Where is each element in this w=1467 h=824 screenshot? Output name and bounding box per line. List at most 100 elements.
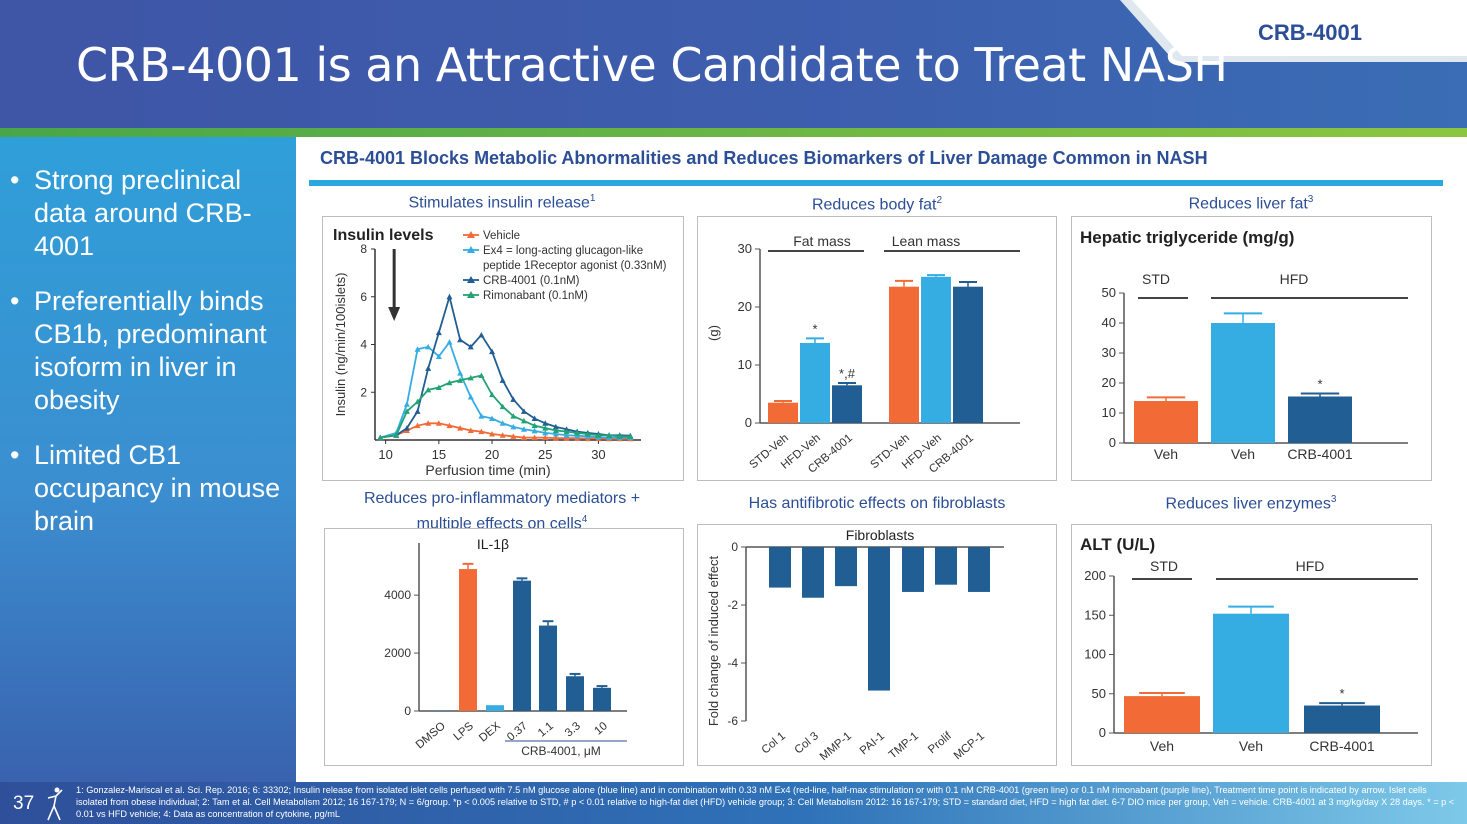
- bar: [769, 547, 791, 588]
- data-point: [520, 408, 527, 414]
- group-label: STD: [1150, 558, 1178, 574]
- alt-chart-panel: 0 50 100 150 200 Veh Veh * CRB-4001 ALT (U/L) STD H…: [1071, 524, 1432, 766]
- data-point: [542, 425, 549, 431]
- group-label: Fat mass: [793, 233, 851, 249]
- data-point: [467, 374, 474, 381]
- category-label: 1.1: [536, 720, 556, 739]
- data-point: [563, 432, 570, 438]
- data-point: [478, 372, 485, 379]
- chart-title: ALT (U/L): [1080, 535, 1155, 554]
- person-logo-icon: [47, 787, 63, 821]
- bar: [539, 625, 557, 711]
- y-tick-label: 0: [1109, 435, 1116, 450]
- data-point: [563, 435, 570, 441]
- data-point: [467, 343, 474, 350]
- chart-title: Hepatic triglyceride (mg/g): [1080, 228, 1294, 247]
- y-tick-label: 200: [1084, 568, 1106, 583]
- chart-title: Insulin levels: [333, 227, 434, 244]
- group-label: Lean mass: [892, 233, 960, 249]
- bar: [935, 547, 957, 585]
- x-tick-label: 30: [591, 447, 605, 462]
- slide-footer: [0, 782, 1467, 824]
- bar: [1124, 696, 1200, 733]
- il1b-bar-chart: 0 2000 4000 DMSO LPS DEX 0.37 1.1 3.3 10 IL-1β CRB-…: [384, 536, 627, 758]
- bar: [802, 547, 824, 598]
- data-point: [520, 426, 527, 432]
- insulin-line-chart: 2 4 6 8 10 15 20 25 30 Perfusion time (min) Insuli…: [333, 227, 667, 478]
- x-tick-label: 20: [485, 447, 499, 462]
- legend-marker: [467, 231, 475, 238]
- subheader-underline: [309, 180, 1443, 186]
- panel-title-insulin: Stimulates insulin release1: [408, 193, 596, 212]
- liverfat-bar-chart: 0 10 20 30 40 50 Veh Veh * CRB-4001 Hepatic trigly…: [1080, 228, 1408, 462]
- bullet-list: Strong preclinical data around CRB-4001 …: [10, 164, 290, 560]
- footnote: 1: Gonzalez-Mariscal et al. Sci. Rep. 20…: [76, 785, 1455, 819]
- category-label: 0.37: [505, 720, 530, 744]
- y-tick-label: 100: [1084, 647, 1106, 662]
- legend-label: Rimonabant (0.1nM): [483, 290, 588, 302]
- bullet-item: Preferentially binds CB1b, predominant i…: [10, 285, 290, 417]
- tag-box: [1120, 0, 1467, 62]
- bar: [1211, 323, 1275, 443]
- data-point: [499, 420, 506, 426]
- il1b-chart-panel: 0 2000 4000 DMSO LPS DEX 0.37 1.1 3.3 10 IL-1β CRB-…: [324, 528, 684, 766]
- y-tick-label: 10: [738, 357, 752, 372]
- y-tick-label: 2000: [384, 646, 411, 660]
- y-axis-label: (g): [706, 325, 721, 341]
- data-point: [467, 427, 474, 433]
- series-line: [380, 293, 631, 439]
- x-axis-label: Perfusion time (min): [425, 462, 550, 478]
- category-label: PAI-1: [858, 730, 887, 757]
- data-point: [499, 432, 506, 438]
- data-point: [425, 343, 432, 350]
- category-label: Col 3: [793, 730, 821, 756]
- x-tick-label: 15: [432, 447, 446, 462]
- panel-title-fibro: Has antifibrotic effects on fibroblasts: [748, 495, 1006, 512]
- bar: [968, 547, 990, 592]
- data-point: [542, 429, 549, 436]
- bar: [1304, 705, 1380, 733]
- bar: [768, 402, 798, 423]
- significance-marker: *: [1317, 377, 1322, 392]
- bar: [593, 687, 611, 711]
- category-label: Col 1: [760, 730, 788, 756]
- header-accent-strip: [0, 128, 1467, 137]
- data-point: [499, 377, 506, 383]
- section-subheader: CRB-4001 Blocks Metabolic Abnormalities …: [320, 148, 1208, 168]
- group-label: HFD: [1296, 558, 1325, 574]
- data-point: [393, 432, 400, 438]
- data-point: [446, 422, 453, 429]
- category-label: LPS: [452, 720, 477, 743]
- data-point: [457, 377, 464, 383]
- category-label: Veh: [1150, 738, 1174, 754]
- x-tick-label: 10: [378, 447, 392, 462]
- y-tick-label: 10: [1102, 405, 1116, 420]
- y-tick-label: 40: [1102, 315, 1116, 330]
- significance-marker: *: [812, 321, 817, 336]
- data-point: [414, 422, 421, 429]
- data-point: [467, 394, 474, 400]
- data-point: [510, 433, 517, 439]
- bar: [566, 676, 584, 711]
- category-label: CRB-4001: [1287, 446, 1353, 462]
- bar: [486, 705, 504, 711]
- category-label: Veh: [1231, 446, 1255, 462]
- y-tick-label: 0: [731, 540, 738, 554]
- data-point: [510, 396, 517, 402]
- y-tick-label: -4: [727, 656, 738, 670]
- data-point: [574, 432, 581, 439]
- bar: [953, 286, 983, 423]
- panel-title-liverfat: Reduces liver fat3: [1188, 194, 1314, 213]
- data-point: [552, 431, 559, 437]
- y-tick-label: 0: [745, 415, 752, 430]
- category-label: MCP-1: [952, 730, 987, 762]
- bar: [459, 569, 477, 711]
- y-tick-label: 2: [360, 385, 367, 399]
- data-point: [457, 336, 464, 343]
- legend-label: peptide 1Receptor agonist (0.33nM): [483, 260, 667, 272]
- data-point: [435, 384, 442, 390]
- legend-label: Ex4 = long-acting glucagon-like: [483, 245, 643, 257]
- category-label: DMSO: [414, 720, 448, 751]
- data-point: [446, 293, 453, 300]
